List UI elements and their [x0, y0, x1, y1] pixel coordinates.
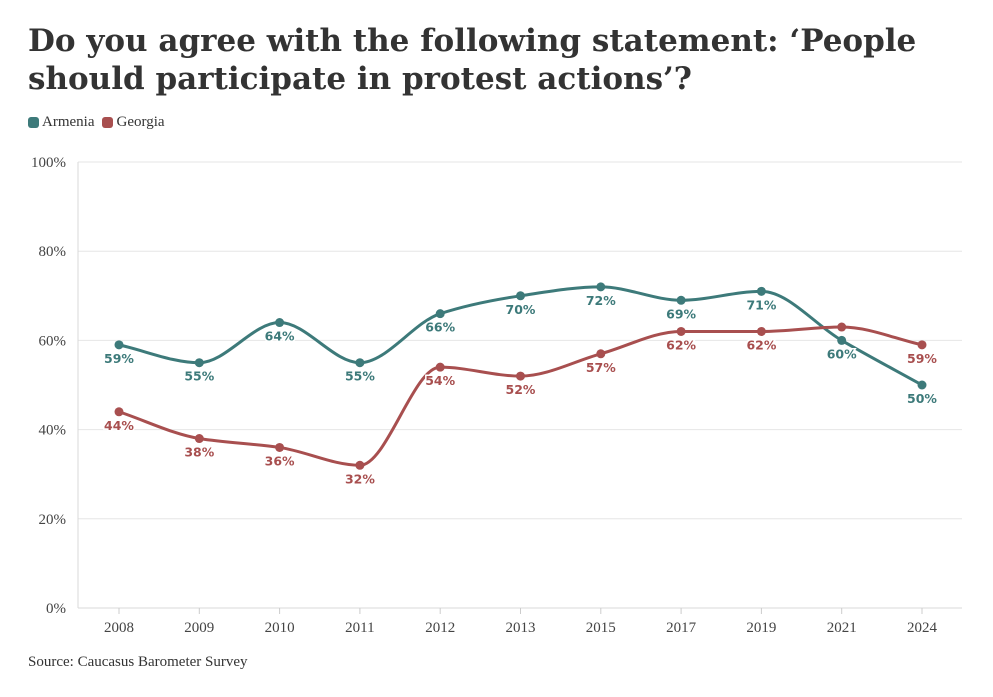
- data-point-armenia: [194, 358, 204, 368]
- data-label-armenia: 59%: [104, 351, 134, 366]
- data-point-armenia: [837, 335, 847, 345]
- x-tick-label: 2017: [666, 620, 697, 636]
- data-label-georgia: 44%: [104, 418, 134, 433]
- legend-label-georgia: Georgia: [116, 114, 165, 130]
- data-label-armenia: 55%: [345, 369, 375, 384]
- data-point-georgia: [435, 362, 445, 372]
- x-tick-label: 2011: [345, 620, 374, 636]
- x-tick-label: 2010: [265, 620, 295, 636]
- data-label-georgia: 62%: [746, 337, 776, 352]
- legend: Armenia Georgia: [28, 114, 165, 131]
- x-tick-label: 2019: [746, 620, 776, 636]
- data-label-armenia: 66%: [425, 320, 455, 335]
- data-label-georgia: 36%: [265, 453, 295, 468]
- source-note: Source: Caucasus Barometer Survey: [28, 654, 248, 670]
- data-label-armenia: 70%: [506, 302, 536, 317]
- data-point-armenia: [275, 318, 285, 328]
- legend-label-armenia: Armenia: [42, 114, 95, 130]
- data-point-georgia: [917, 340, 927, 350]
- y-tick-label: 100%: [31, 155, 66, 171]
- data-point-armenia: [435, 309, 445, 319]
- data-point-armenia: [676, 295, 686, 305]
- data-point-armenia: [756, 286, 766, 296]
- legend-item-georgia[interactable]: Georgia: [102, 114, 165, 131]
- y-tick-label: 40%: [39, 423, 67, 439]
- x-tick-label: 2013: [506, 620, 536, 636]
- data-point-georgia: [676, 326, 686, 336]
- data-label-georgia: 32%: [345, 471, 375, 486]
- x-tick-label: 2021: [827, 620, 857, 636]
- data-label-georgia: 52%: [506, 382, 536, 397]
- series-line-georgia: [117, 325, 924, 467]
- data-label-armenia: 55%: [184, 369, 214, 384]
- data-point-georgia: [756, 326, 766, 336]
- data-label-georgia: 62%: [666, 337, 696, 352]
- legend-swatch-georgia: [102, 117, 114, 128]
- data-label-armenia: 71%: [746, 297, 776, 312]
- data-label-armenia: 64%: [265, 329, 295, 344]
- data-label-georgia: 59%: [907, 351, 937, 366]
- x-tick-label: 2015: [586, 620, 616, 636]
- data-point-georgia: [114, 407, 124, 417]
- x-tick-label: 2024: [907, 620, 938, 636]
- data-point-armenia: [114, 340, 124, 350]
- data-point-armenia: [516, 291, 525, 301]
- data-point-georgia: [194, 434, 204, 444]
- data-label-armenia: 50%: [907, 391, 937, 406]
- data-label-armenia: 60%: [827, 346, 857, 361]
- legend-item-armenia[interactable]: Armenia: [28, 114, 94, 131]
- y-tick-label: 80%: [39, 244, 67, 260]
- data-point-georgia: [275, 442, 285, 452]
- data-point-georgia: [596, 349, 606, 359]
- y-tick-label: 0%: [46, 601, 66, 617]
- x-tick-label: 2009: [184, 620, 214, 636]
- chart-title: Do you agree with the following statemen…: [28, 23, 917, 97]
- data-label-armenia: 69%: [666, 306, 696, 321]
- data-point-georgia: [355, 460, 365, 470]
- data-point-armenia: [355, 358, 365, 368]
- y-tick-label: 20%: [39, 512, 67, 528]
- y-tick-label: 60%: [39, 333, 67, 349]
- data-label-georgia: 57%: [586, 360, 616, 375]
- data-label-armenia: 72%: [586, 293, 616, 308]
- data-point-armenia: [917, 380, 927, 390]
- data-label-georgia: 38%: [184, 445, 214, 460]
- data-point-georgia: [837, 322, 847, 332]
- x-tick-label: 2012: [425, 620, 455, 636]
- data-point-georgia: [516, 371, 525, 381]
- data-point-armenia: [596, 282, 606, 292]
- data-label-georgia: 54%: [425, 373, 455, 388]
- legend-swatch-armenia: [28, 117, 39, 128]
- x-tick-label: 2008: [104, 620, 134, 636]
